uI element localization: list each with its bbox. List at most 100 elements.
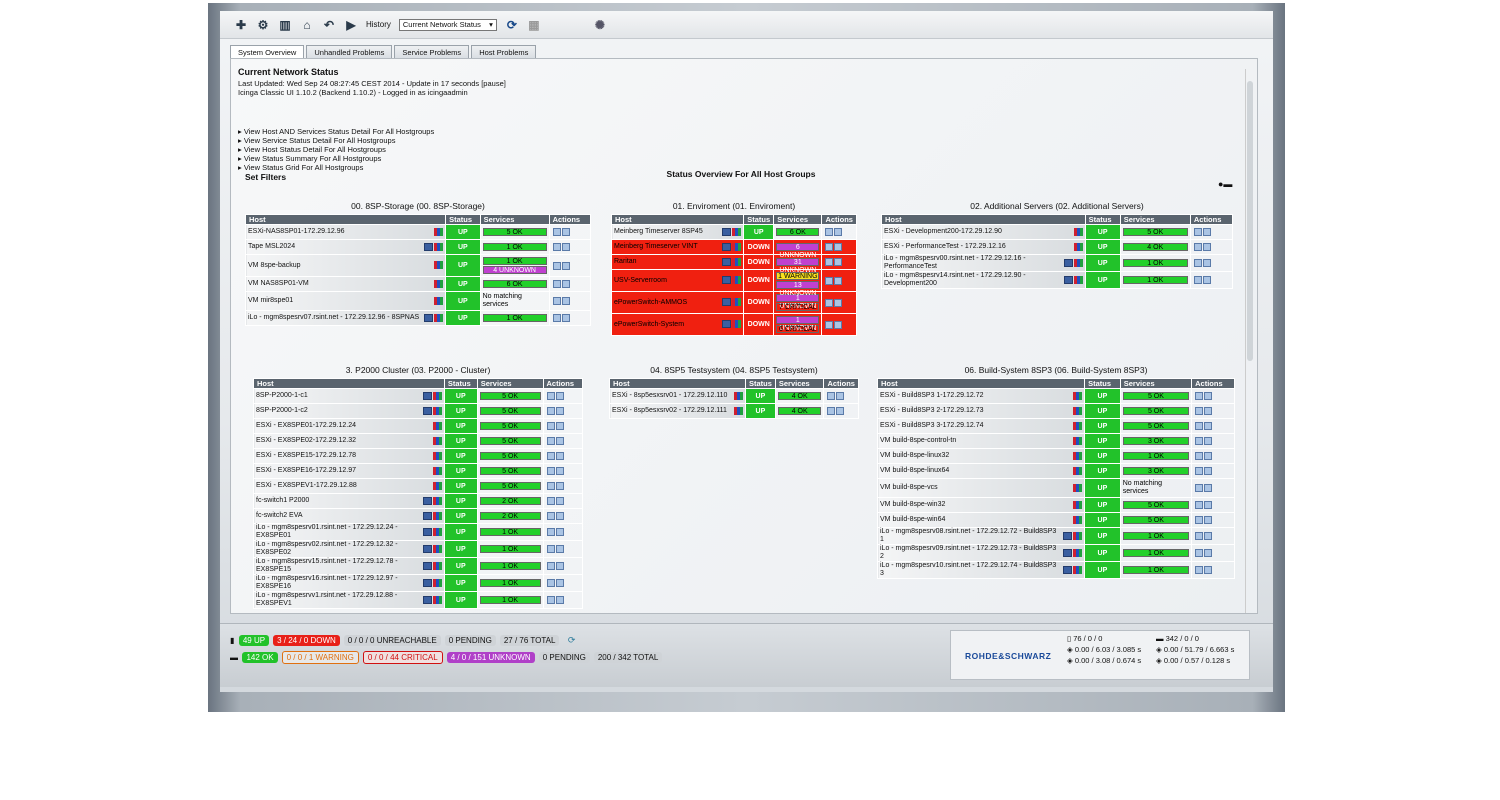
notes-icon[interactable] xyxy=(1202,259,1211,267)
trash-icon[interactable]: ▥ xyxy=(279,17,291,32)
host-name-link[interactable]: VM NAS8SP01-VM xyxy=(248,280,309,287)
host-total-pill[interactable]: 49 UP xyxy=(238,635,270,646)
grid-icon[interactable]: ▦ xyxy=(528,17,540,32)
host-name-link[interactable]: iLo - mgm8spesrv10.rsint.net - 172.29.12… xyxy=(880,562,1057,577)
graph-icon[interactable] xyxy=(733,391,743,400)
details-icon[interactable] xyxy=(552,314,561,322)
service-count-badge[interactable]: 4 OK xyxy=(1122,243,1188,251)
service-count-badge[interactable]: 5 OK xyxy=(479,437,541,445)
details-icon[interactable] xyxy=(546,596,555,604)
notes-icon[interactable] xyxy=(834,320,843,329)
host-total-pill[interactable]: 27 / 76 TOTAL xyxy=(499,635,560,646)
details-icon[interactable] xyxy=(1193,228,1202,236)
add-icon[interactable]: ✚ xyxy=(235,17,247,32)
hostgroup-title[interactable]: 00. 8SP-Storage (00. 8SP-Storage) xyxy=(351,201,485,211)
host-name-link[interactable]: fc-switch1 P2000 xyxy=(256,497,310,504)
hostgroup-title[interactable]: 06. Build-System 8SP3 (06. Build-System … xyxy=(964,365,1148,375)
host-name-link[interactable]: Meinberg Timeserver 8SP45 xyxy=(614,228,703,235)
graph-icon[interactable] xyxy=(732,242,742,251)
service-count-badge[interactable]: 5 OK xyxy=(1122,422,1190,430)
graph-icon[interactable] xyxy=(1073,466,1083,475)
hostgroup-title[interactable]: 02. Additional Servers (02. Additional S… xyxy=(970,201,1144,211)
notes-icon[interactable] xyxy=(555,497,564,505)
notes-icon[interactable] xyxy=(555,596,564,604)
scrollbar-thumb[interactable] xyxy=(1247,81,1253,361)
details-icon[interactable] xyxy=(546,407,555,415)
graph-icon[interactable] xyxy=(432,496,442,505)
details-icon[interactable] xyxy=(1193,276,1202,284)
service-count-badge[interactable]: 2 OK xyxy=(479,497,541,505)
service-count-badge[interactable]: 1 OK xyxy=(1122,566,1190,574)
notes-icon[interactable] xyxy=(555,422,564,430)
host-name-link[interactable]: iLo - mgm8spesrv09.rsint.net - 172.29.12… xyxy=(880,545,1057,560)
host-name-link[interactable]: iLo - mgm8spesrv15.rsint.net - 172.29.12… xyxy=(256,558,398,573)
host-name-link[interactable]: VM build-8spe-control-tn xyxy=(880,437,957,444)
host-total-pill[interactable]: 3 / 24 / 0 DOWN xyxy=(273,635,340,646)
scrollbar[interactable] xyxy=(1245,69,1253,613)
tab-service-problems[interactable]: Service Problems xyxy=(394,45,470,59)
graph-icon[interactable] xyxy=(732,227,742,236)
screen-icon[interactable] xyxy=(1063,275,1073,284)
graph-icon[interactable] xyxy=(1073,451,1083,460)
host-name-link[interactable]: Raritan xyxy=(614,258,637,265)
details-icon[interactable] xyxy=(825,228,834,236)
details-icon[interactable] xyxy=(1193,243,1202,251)
service-count-badge[interactable]: 7 CRITICAL xyxy=(776,303,820,311)
details-icon[interactable] xyxy=(827,407,836,415)
service-count-badge[interactable]: 1 OK xyxy=(482,314,547,322)
notes-icon[interactable] xyxy=(1204,392,1213,400)
notes-icon[interactable] xyxy=(836,407,845,415)
service-count-badge[interactable]: 5 OK xyxy=(479,407,541,415)
details-icon[interactable] xyxy=(1195,452,1204,460)
notes-icon[interactable] xyxy=(834,258,843,266)
graph-icon[interactable] xyxy=(432,561,442,570)
host-name-link[interactable]: iLo - mgm8spesrv16.rsint.net - 172.29.12… xyxy=(256,575,398,590)
service-count-badge[interactable]: 5 OK xyxy=(479,452,541,460)
graph-icon[interactable] xyxy=(1073,258,1083,267)
notes-icon[interactable] xyxy=(555,467,564,475)
notes-icon[interactable] xyxy=(561,297,570,305)
graph-icon[interactable] xyxy=(434,313,444,322)
host-name-link[interactable]: Meinberg Timeserver VINT xyxy=(614,243,698,250)
service-count-badge[interactable]: 6 CRITICAL xyxy=(776,325,820,333)
details-icon[interactable] xyxy=(1195,407,1204,415)
screen-icon[interactable] xyxy=(422,391,432,400)
screen-icon[interactable] xyxy=(422,496,432,505)
screen-icon[interactable] xyxy=(722,227,732,236)
host-name-link[interactable]: ESXi - PerformanceTest - 172.29.12.16 xyxy=(884,243,1006,250)
details-icon[interactable] xyxy=(827,392,836,400)
details-icon[interactable] xyxy=(552,261,561,270)
graph-icon[interactable] xyxy=(1073,275,1083,284)
details-icon[interactable] xyxy=(1195,467,1204,475)
notes-icon[interactable] xyxy=(555,437,564,445)
graph-icon[interactable] xyxy=(434,242,444,251)
service-count-badge[interactable]: 1 OK xyxy=(479,562,541,570)
screen-icon[interactable] xyxy=(424,242,434,251)
details-icon[interactable] xyxy=(546,392,555,400)
details-icon[interactable] xyxy=(1193,259,1202,267)
notes-icon[interactable] xyxy=(1204,516,1213,524)
set-filters-link[interactable]: Set Filters xyxy=(245,172,287,182)
screen-icon[interactable] xyxy=(422,595,432,604)
service-count-badge[interactable]: 1 OK xyxy=(1122,549,1190,557)
play-icon[interactable]: ▶ xyxy=(346,17,356,32)
service-count-badge[interactable]: 1 OK xyxy=(479,545,541,553)
host-name-link[interactable]: 8SP-P2000-1-c1 xyxy=(256,392,308,399)
screen-icon[interactable] xyxy=(422,544,432,553)
notes-icon[interactable] xyxy=(555,392,564,400)
service-count-badge[interactable]: 1 OK xyxy=(479,528,541,536)
notes-icon[interactable] xyxy=(1204,422,1213,430)
notes-icon[interactable] xyxy=(561,228,570,236)
service-total-pill[interactable]: 142 OK xyxy=(242,652,278,663)
details-icon[interactable] xyxy=(1195,501,1204,509)
service-count-badge[interactable]: 1 OK xyxy=(482,243,547,251)
service-count-badge[interactable]: 3 OK xyxy=(1122,467,1190,475)
settings-icon[interactable]: ⚙ xyxy=(257,17,269,32)
notes-icon[interactable] xyxy=(555,407,564,415)
details-icon[interactable] xyxy=(546,452,555,460)
graph-icon[interactable] xyxy=(1073,406,1083,415)
service-count-badge[interactable]: 5 OK xyxy=(1122,228,1188,236)
host-name-link[interactable]: VM 8spe-backup xyxy=(248,261,301,269)
host-name-link[interactable]: iLo - mgm8spesrvv1.rsint.net - 172.29.12… xyxy=(256,592,398,607)
graph-icon[interactable] xyxy=(434,279,444,288)
